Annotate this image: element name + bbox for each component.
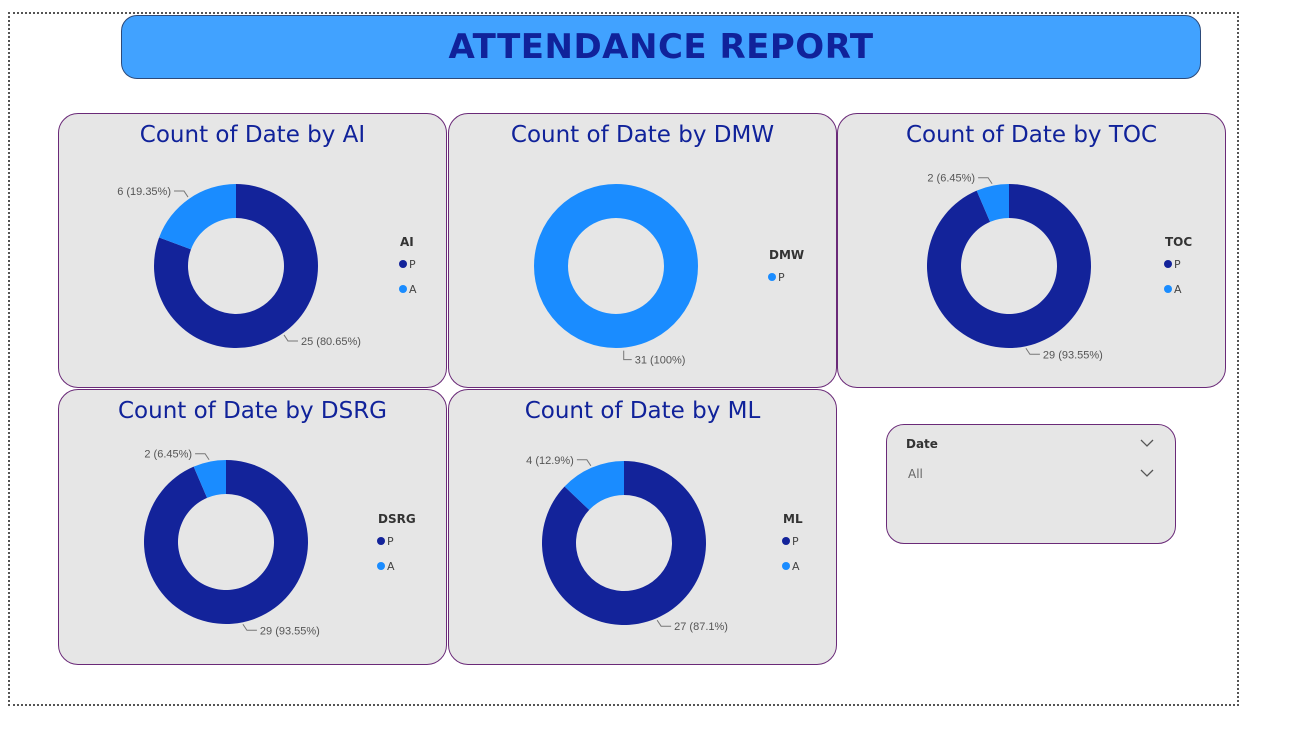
slicer-dropdown-value[interactable]: All bbox=[908, 467, 923, 481]
data-label-leader bbox=[174, 190, 189, 198]
chart-card-ai[interactable]: Count of Date by AI 25 (80.65%) 6 (19.35%… bbox=[58, 113, 447, 388]
legend-title: AI bbox=[400, 235, 414, 249]
report-title: ATTENDANCE REPORT bbox=[448, 27, 874, 67]
legend-marker-p[interactable] bbox=[782, 537, 790, 545]
donut-chart-toc: 29 (93.55%) 2 (6.45%) TOC PA bbox=[927, 173, 1192, 361]
donut-slice-p[interactable] bbox=[927, 184, 1091, 348]
legend-title: ML bbox=[783, 512, 803, 526]
donut-chart-dsrg: 29 (93.55%) 2 (6.45%) DSRG PA bbox=[144, 449, 416, 637]
data-label-leader bbox=[195, 453, 210, 460]
legend-title: TOC bbox=[1165, 235, 1192, 249]
date-slicer[interactable]: Date All bbox=[886, 424, 1176, 544]
data-label-leader bbox=[283, 334, 298, 342]
legend-marker-p[interactable] bbox=[1164, 260, 1172, 268]
chart-title: Count of Date by DSRG bbox=[117, 398, 387, 424]
donut-slice-p[interactable] bbox=[534, 184, 698, 348]
report-canvas bbox=[8, 12, 1239, 706]
legend-label-p[interactable]: P bbox=[387, 535, 394, 548]
legend-title: DSRG bbox=[378, 512, 416, 526]
data-label-leader bbox=[656, 619, 672, 627]
legend-marker-a[interactable] bbox=[377, 562, 385, 570]
chart-title: Count of Date by AI bbox=[139, 122, 366, 148]
donut-chart-dmw: 31 (100%) DMW P bbox=[534, 184, 804, 367]
legend-label-a[interactable]: A bbox=[409, 283, 417, 296]
data-label: 4 (12.9%) bbox=[526, 455, 574, 467]
donut-slice-a[interactable] bbox=[564, 461, 624, 510]
legend-marker-p[interactable] bbox=[399, 260, 407, 268]
donut-slice-a[interactable] bbox=[193, 460, 226, 498]
donut-slice-p[interactable] bbox=[153, 184, 318, 348]
legend-marker-a[interactable] bbox=[782, 562, 790, 570]
donut-chart-ai: 25 (80.65%) 6 (19.35%) AI PA bbox=[117, 184, 417, 348]
chart-card-dsrg[interactable]: Count of Date by DSRG 29 (93.55%) 2 (6.45… bbox=[58, 389, 447, 665]
chart-card-ml[interactable]: Count of Date by ML 27 (87.1%) 4 (12.9%) M… bbox=[448, 389, 837, 665]
chart-title: Count of Date by DMW bbox=[510, 122, 775, 148]
legend-marker-p[interactable] bbox=[377, 537, 385, 545]
data-label: 25 (80.65%) bbox=[301, 336, 361, 348]
legend-marker-a[interactable] bbox=[1164, 285, 1172, 293]
report-title-banner: ATTENDANCE REPORT bbox=[121, 15, 1201, 79]
data-label: 31 (100%) bbox=[635, 355, 686, 367]
legend-marker-p[interactable] bbox=[768, 273, 776, 281]
chart-card-dmw[interactable]: Count of Date by DMW 31 (100%) DMW P bbox=[448, 113, 837, 388]
chart-title: Count of Date by TOC bbox=[905, 122, 1158, 148]
data-label-leader bbox=[978, 177, 993, 184]
donut-slice-p[interactable] bbox=[144, 460, 308, 624]
legend-label-a[interactable]: A bbox=[387, 560, 395, 573]
legend-label-a[interactable]: A bbox=[792, 560, 800, 573]
data-label-leader bbox=[1025, 348, 1040, 355]
data-label: 6 (19.35%) bbox=[117, 186, 171, 198]
donut-slice-a[interactable] bbox=[976, 184, 1009, 222]
data-label-leader bbox=[242, 624, 257, 631]
legend-label-p[interactable]: P bbox=[1174, 258, 1181, 271]
legend-label-a[interactable]: A bbox=[1174, 283, 1182, 296]
data-label: 29 (93.55%) bbox=[260, 625, 320, 637]
donut-chart-ml: 27 (87.1%) 4 (12.9%) ML PA bbox=[526, 455, 803, 633]
chevron-down-icon[interactable] bbox=[1140, 438, 1154, 448]
chevron-down-icon[interactable] bbox=[1140, 468, 1154, 478]
data-label: 29 (93.55%) bbox=[1043, 349, 1103, 361]
donut-slice-a[interactable] bbox=[159, 184, 236, 250]
legend-label-p[interactable]: P bbox=[409, 258, 416, 271]
donut-slice-p[interactable] bbox=[542, 461, 706, 625]
chart-card-toc[interactable]: Count of Date by TOC 29 (93.55%) 2 (6.45%… bbox=[837, 113, 1226, 388]
legend-label-p[interactable]: P bbox=[792, 535, 799, 548]
legend-title: DMW bbox=[769, 248, 804, 262]
slicer-title: Date bbox=[906, 437, 938, 451]
legend-marker-a[interactable] bbox=[399, 285, 407, 293]
data-label-leader bbox=[623, 350, 632, 361]
data-label: 2 (6.45%) bbox=[144, 449, 192, 461]
data-label: 2 (6.45%) bbox=[927, 173, 975, 185]
chart-title: Count of Date by ML bbox=[524, 398, 761, 424]
data-label-leader bbox=[576, 459, 592, 467]
data-label: 27 (87.1%) bbox=[674, 621, 728, 633]
legend-label-p[interactable]: P bbox=[778, 271, 785, 284]
